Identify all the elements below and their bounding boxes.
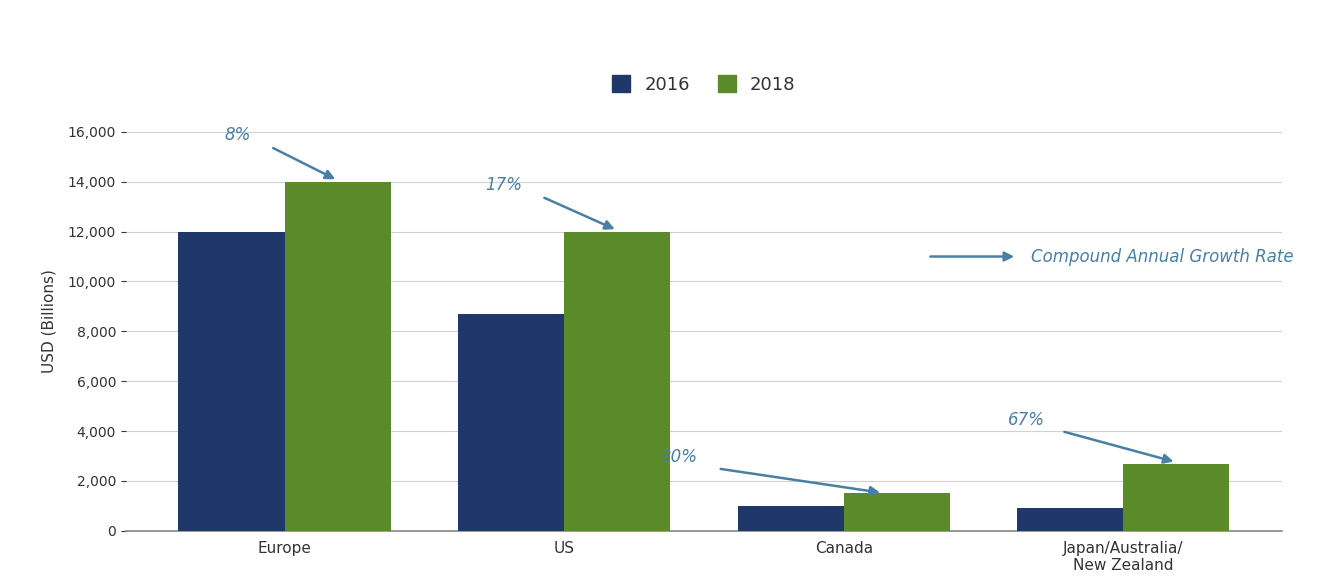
Text: 17%: 17%	[485, 176, 522, 194]
Bar	[458, 314, 565, 531]
Bar	[179, 232, 284, 531]
Text: Compound Annual Growth Rate: Compound Annual Growth Rate	[1031, 248, 1294, 266]
Text: 67%: 67%	[1008, 410, 1045, 429]
Y-axis label: USD (Billions): USD (Billions)	[41, 269, 56, 373]
Bar	[565, 232, 670, 531]
Text: 20%: 20%	[661, 448, 698, 466]
Bar	[284, 182, 391, 531]
Legend: 2016, 2018: 2016, 2018	[603, 66, 805, 103]
Text: 8%: 8%	[224, 126, 251, 144]
Bar	[1123, 463, 1230, 531]
Bar	[737, 506, 844, 531]
Bar	[1017, 509, 1123, 531]
Bar	[844, 493, 951, 531]
